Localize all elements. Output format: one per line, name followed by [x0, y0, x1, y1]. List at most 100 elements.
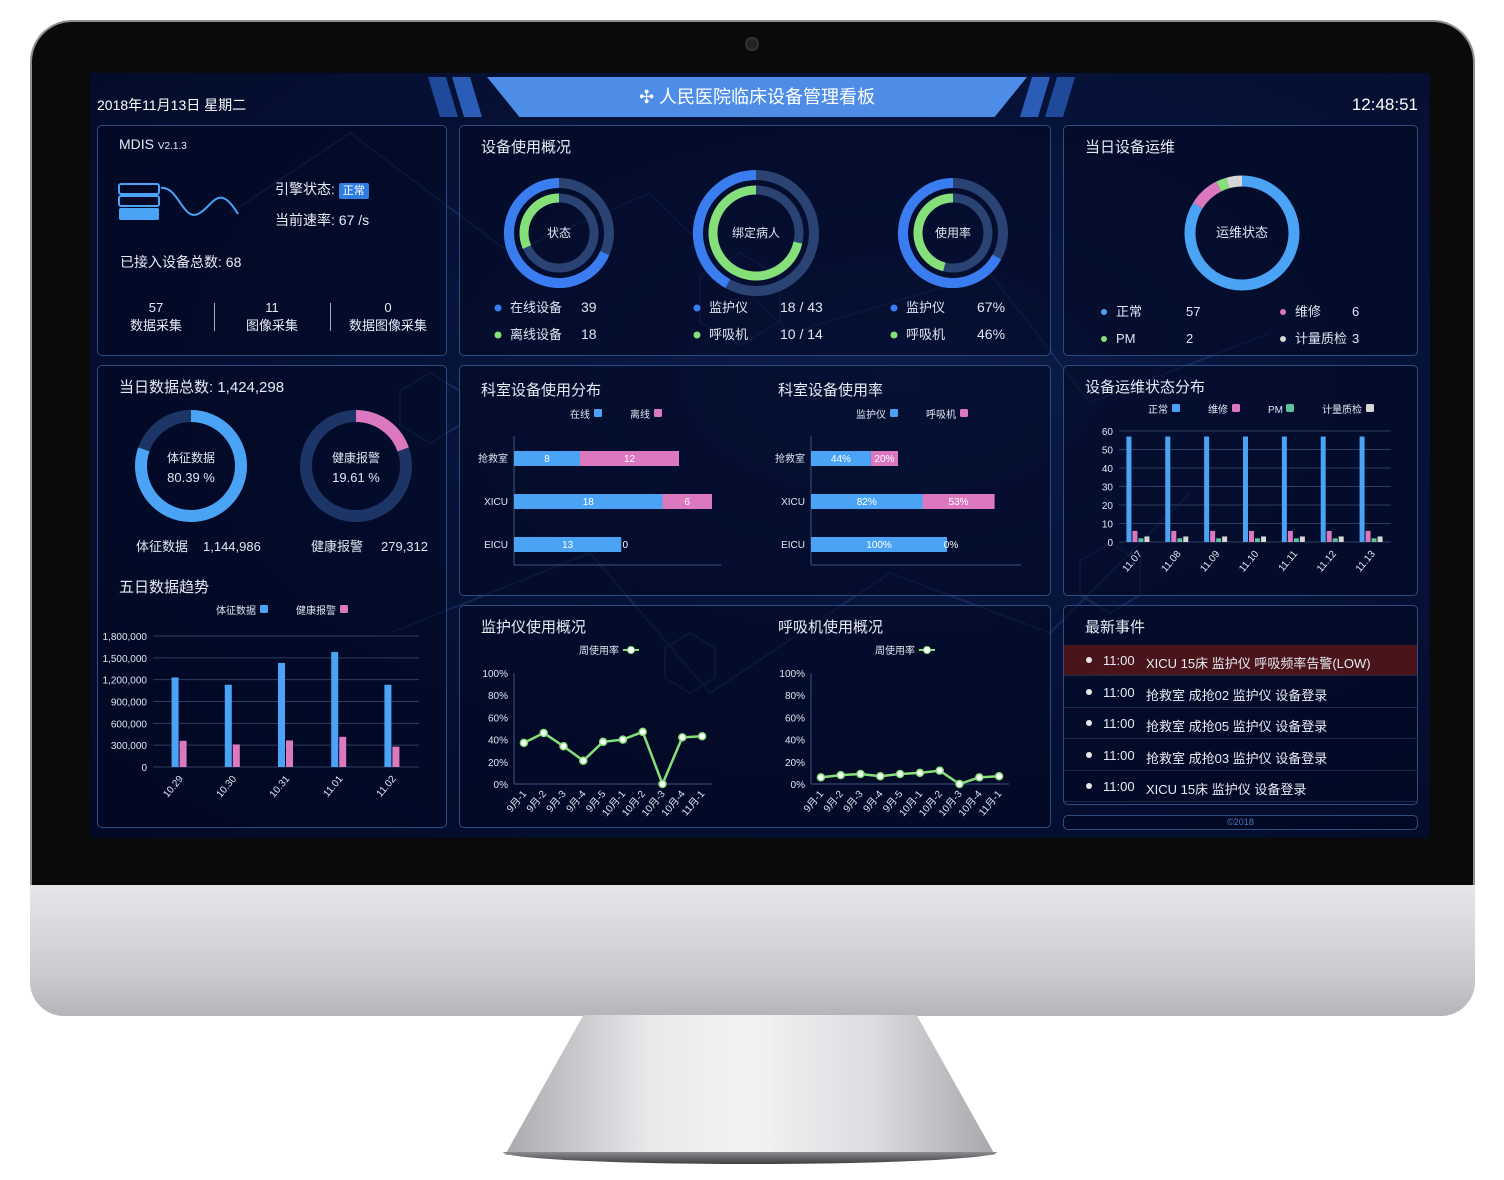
legend-swatch: [340, 605, 348, 613]
engine-status-badge: 正常: [338, 183, 369, 199]
engine-status-label: 引擎状态:: [275, 181, 335, 197]
event-row[interactable]: 11:00 XICU 15床 监护仪 设备登录: [1064, 771, 1417, 802]
event-time: 11:00: [1103, 653, 1135, 668]
data-point: [975, 773, 984, 782]
bar-计量质检: [1222, 536, 1228, 542]
legend-swatch: [1286, 404, 1294, 412]
legend-dot: [1101, 309, 1107, 315]
bar-健康报警: [339, 736, 347, 767]
x-tick-label: 11.08: [1160, 549, 1184, 575]
legend-swatch: [1366, 404, 1374, 412]
x-tick-label: 9月-2: [524, 788, 549, 815]
stat-value: 0: [384, 300, 392, 315]
y-tick-label: 0%: [494, 780, 509, 791]
legend-swatch: [1172, 404, 1180, 412]
legend-label: 正常: [1116, 304, 1142, 319]
data-point: [836, 770, 845, 780]
event-row[interactable]: 11:00 抢救室 成抢02 监护仪 设备登录: [1064, 677, 1417, 708]
data-point: [598, 737, 608, 747]
bar-计量质检: [1183, 536, 1189, 542]
y-tick-label: 600,000: [111, 719, 148, 730]
x-tick-label: 9月-4: [564, 788, 589, 815]
y-tick-label: 0: [141, 763, 147, 774]
legend-label: 呼吸机: [709, 327, 748, 342]
bar-PM: [1255, 538, 1260, 542]
legend-dot: [1101, 336, 1107, 342]
legend-swatch: [960, 409, 968, 417]
x-tick-label: 11.01: [321, 774, 345, 800]
server-icon: [118, 183, 239, 220]
bar-value-label: 100%: [866, 540, 892, 551]
camera-icon: [745, 37, 759, 51]
y-tick-label: 900,000: [111, 698, 148, 709]
legend-dot: [1280, 336, 1286, 342]
bar-value-label: 0: [622, 540, 628, 551]
event-text: 抢救室 成抢05 监护仪 设备登录: [1146, 719, 1328, 734]
legend-label: 周使用率: [875, 644, 915, 657]
y-tick-label: 60%: [488, 713, 508, 724]
daily-total-value: 1,424,298: [217, 379, 285, 396]
rate-value: 67 /s: [338, 212, 370, 228]
bar-value-label: 18: [583, 497, 595, 508]
legend-label: 监护仪: [856, 408, 886, 421]
bar-segment: [870, 451, 899, 466]
bar-计量质检: [1338, 536, 1344, 542]
legend-value: 2: [1186, 331, 1193, 346]
event-row[interactable]: 11:00 XICU 15床 监护仪 呼吸频率告警(LOW): [1064, 645, 1417, 676]
bar-健康报警: [179, 740, 187, 767]
donut-center-label: 绑定病人: [732, 225, 780, 240]
donut-segment-3: [1226, 175, 1243, 189]
bar-value-label: 12: [624, 454, 636, 465]
legend-dot: [890, 331, 898, 339]
footer-value: 279,312: [381, 539, 428, 554]
bar-segment: [811, 537, 947, 552]
x-tick-label: 11.07: [1121, 549, 1145, 575]
legend-label: 监护仪: [906, 300, 945, 315]
donut-center-label: 使用率: [935, 225, 971, 240]
bullet-icon: [1086, 751, 1092, 758]
data-point: [994, 771, 1004, 781]
app-version: V2.1.3: [157, 141, 187, 152]
stat-image: 11 图像采集: [232, 300, 312, 334]
panel-title: 最新事件: [1085, 619, 1146, 636]
legend-marker: [627, 646, 635, 654]
x-tick-label: 10.30: [215, 774, 240, 801]
event-row[interactable]: 11:00 抢救室 成抢03 监护仪 设备登录: [1064, 740, 1417, 771]
series-line: [523, 730, 703, 786]
legend-value: 57: [1186, 304, 1200, 319]
x-tick-label: 10.31: [268, 774, 293, 801]
bar-PM: [1216, 538, 1222, 542]
event-row[interactable]: 11:00 抢救室 成抢05 监护仪 设备登录: [1064, 708, 1417, 739]
legend-label: PM: [1268, 405, 1283, 416]
bar-PM: [1138, 538, 1144, 542]
device-total-value: 68: [225, 254, 242, 270]
usage-panel: 设备使用概况 状态 在线设备 39 离线设备 18 绑定病人 监护仪 18 / 43 呼吸机 10…: [459, 125, 1051, 356]
y-tick-label: 10: [1102, 520, 1114, 531]
x-tick-label: 11.11: [1277, 549, 1301, 574]
bar-segment: [811, 494, 923, 509]
donut-center-label: 运维状态: [1216, 225, 1268, 240]
stat-value: 57: [148, 300, 164, 315]
panel-title: 当日设备运维: [1085, 139, 1176, 156]
bar-PM: [1332, 538, 1338, 542]
category-label: EICU: [781, 540, 805, 551]
data-point: [678, 733, 687, 742]
y-tick-label: 300,000: [111, 741, 148, 752]
monitor-stand: [505, 1015, 995, 1155]
legend-swatch: [654, 409, 662, 417]
data-point: [697, 732, 707, 741]
donut-inner-arc: [913, 193, 954, 272]
x-tick-label: 9月-3: [544, 788, 569, 815]
app-name: MDIS: [119, 136, 154, 152]
header-date: 2018年11月13日 星期二: [97, 97, 247, 113]
donut-outer-arc: [898, 178, 1002, 288]
panel-title: 科室设备使用率: [778, 382, 884, 399]
legend-label: 呼吸机: [926, 408, 956, 421]
donut-segment-2: [1216, 177, 1230, 192]
bar-segment: [811, 451, 871, 466]
legend-label: 离线: [630, 408, 650, 421]
donut-center-label: 状态: [547, 226, 571, 240]
donut-center-label: 健康报警: [332, 450, 380, 465]
device-total-label: 已接入设备总数:: [120, 254, 222, 270]
